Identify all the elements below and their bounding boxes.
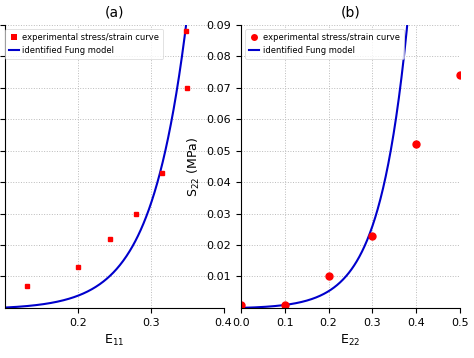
X-axis label: E$_{11}$: E$_{11}$	[104, 333, 124, 348]
Legend: experimental stress/strain curve, identified Fung model: experimental stress/strain curve, identi…	[5, 29, 163, 59]
Legend: experimental stress/strain curve, identified Fung model: experimental stress/strain curve, identi…	[245, 29, 404, 59]
Title: (b): (b)	[340, 6, 360, 20]
Y-axis label: S$_{22}$ (MPa): S$_{22}$ (MPa)	[186, 136, 202, 197]
X-axis label: E$_{22}$: E$_{22}$	[340, 333, 361, 348]
Title: (a): (a)	[104, 6, 124, 20]
